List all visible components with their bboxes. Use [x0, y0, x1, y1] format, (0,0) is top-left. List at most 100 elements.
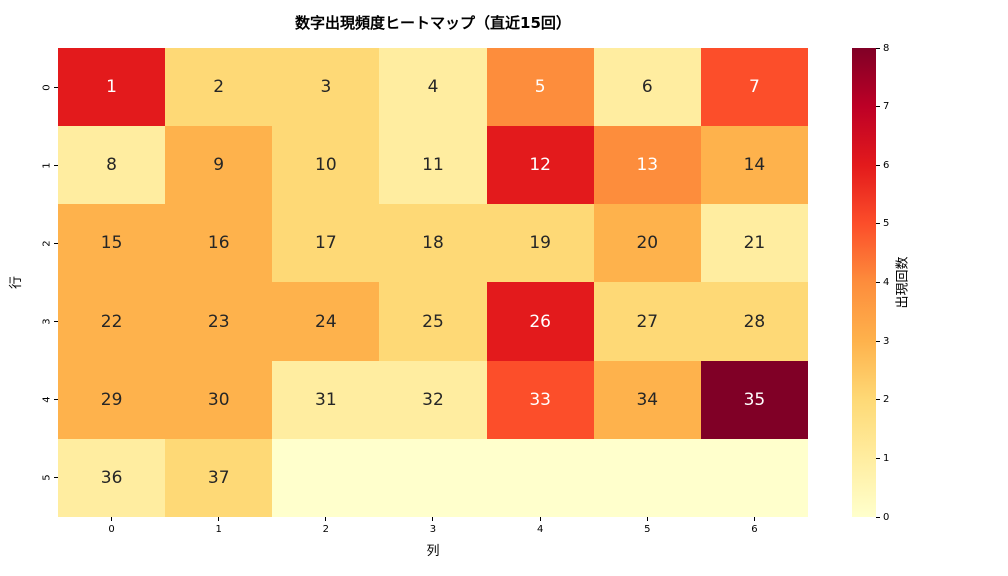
colorbar [852, 48, 876, 517]
heatmap-cell: 12 [486, 126, 594, 205]
y-tick-label: 2 [41, 240, 53, 247]
x-tick-label: 1 [215, 524, 222, 535]
y-tick-label: 3 [41, 318, 53, 325]
heatmap-cell: 9 [165, 126, 273, 205]
heatmap-cell: 37 [165, 438, 273, 517]
x-tick-mark [539, 517, 541, 521]
colorbar-tick-label: 2 [883, 394, 890, 406]
heatmap-cell: 29 [58, 360, 166, 439]
y-axis-label: 行 [0, 48, 30, 517]
colorbar-tick-label: 4 [883, 277, 890, 288]
heatmap-cell: 3 [272, 48, 380, 127]
y-tick: 2 [26, 204, 58, 282]
y-tick: 1 [26, 126, 58, 204]
y-tick: 5 [26, 439, 58, 517]
heatmap-cell: 35 [700, 360, 808, 439]
heatmap-cell: 33 [486, 360, 594, 439]
heatmap-cell: 10 [272, 126, 380, 205]
heatmap-cell: 26 [486, 282, 594, 361]
heatmap-cell: 18 [379, 204, 487, 283]
x-tick: 4 [487, 517, 594, 547]
x-tick-label: 4 [536, 524, 544, 535]
x-tick-mark [325, 517, 327, 521]
x-axis-label: 列 [426, 544, 440, 559]
x-tick-mark [218, 517, 220, 521]
x-tick: 1 [165, 517, 272, 547]
y-axis-ticks: 0 1 2 3 4 5 [26, 48, 58, 517]
colorbar-tick-mark [876, 164, 880, 166]
x-tick-mark [646, 517, 648, 521]
y-tick-label: 0 [41, 83, 53, 91]
colorbar-tick-label: 7 [883, 101, 890, 113]
heatmap-cell: 8 [58, 126, 166, 205]
heatmap-cell: 7 [700, 48, 808, 127]
x-tick: 3 [379, 517, 486, 547]
x-tick-mark [753, 517, 755, 521]
x-tick: 0 [58, 517, 165, 547]
heatmap-cell [486, 438, 594, 517]
colorbar-label: 出現回数 [888, 48, 914, 517]
heatmap-cell: 32 [379, 360, 487, 439]
y-tick-mark [54, 86, 58, 88]
colorbar-tick-label: 6 [883, 159, 890, 171]
y-tick-mark [54, 321, 58, 323]
colorbar-tick-mark [876, 47, 880, 49]
x-tick: 2 [272, 517, 379, 547]
y-tick-mark [54, 399, 58, 401]
heatmap-cell: 16 [165, 204, 273, 283]
heatmap-cell: 34 [593, 360, 701, 439]
heatmap-cell: 17 [272, 204, 380, 283]
heatmap-cell: 23 [165, 282, 273, 361]
heatmap-cell: 21 [700, 204, 808, 283]
x-axis-ticks: 0 1 2 3 4 5 6 [58, 517, 808, 547]
x-tick-mark [432, 517, 434, 521]
colorbar-tick-label: 3 [883, 335, 890, 347]
y-tick: 0 [26, 48, 58, 126]
x-tick-label: 5 [644, 524, 651, 535]
x-tick-mark [111, 517, 113, 521]
y-tick-label: 4 [41, 396, 53, 403]
heatmap-cell: 24 [272, 282, 380, 361]
colorbar-tick-mark [876, 340, 880, 342]
colorbar-tick-mark [876, 282, 880, 283]
heatmap-cell: 28 [700, 282, 808, 361]
colorbar-tick-label: 1 [883, 452, 890, 464]
y-tick-mark [54, 164, 58, 166]
heatmap-cell: 25 [379, 282, 487, 361]
colorbar-tick-mark [876, 223, 880, 225]
heatmap-cell: 6 [593, 48, 701, 127]
heatmap-cell: 36 [58, 438, 166, 517]
colorbar-ticks: 0 1 2 3 4 5 6 7 8 [876, 43, 906, 523]
heatmap-cell: 13 [593, 126, 701, 205]
heatmap-cell: 4 [379, 48, 487, 127]
heatmap-cell: 5 [486, 48, 594, 127]
heatmap-cell: 2 [165, 48, 273, 127]
heatmap-cell: 22 [58, 282, 166, 361]
x-tick: 5 [594, 517, 701, 547]
heatmap-cell: 19 [486, 204, 594, 283]
y-axis-label-text: 行 [9, 275, 25, 290]
y-tick: 3 [26, 282, 58, 360]
heatmap-cell: 14 [700, 126, 808, 205]
heatmap-cell [272, 438, 380, 517]
colorbar-tick-mark [876, 399, 880, 401]
colorbar-tick-label: 5 [883, 218, 890, 230]
heatmap-cell [700, 438, 808, 517]
y-tick-mark [54, 477, 58, 479]
x-tick-label: 6 [751, 524, 758, 535]
colorbar-tick-mark [876, 106, 880, 108]
y-tick: 4 [26, 361, 58, 439]
plot-title: 数字出現頻度ヒートマップ（直近15回） [295, 14, 571, 32]
y-tick-label: 5 [41, 474, 53, 482]
x-tick-label: 0 [108, 524, 115, 535]
heatmap-cell: 1 [58, 48, 166, 127]
colorbar-tick-label: 8 [883, 42, 890, 54]
heatmap-cell: 11 [379, 126, 487, 205]
colorbar-tick-mark [876, 457, 880, 459]
colorbar-tick-label: 0 [883, 511, 890, 523]
x-tick-label: 2 [322, 524, 330, 535]
x-tick: 6 [701, 517, 808, 547]
heatmap-cell [379, 438, 487, 517]
heatmap-cell: 20 [593, 204, 701, 283]
